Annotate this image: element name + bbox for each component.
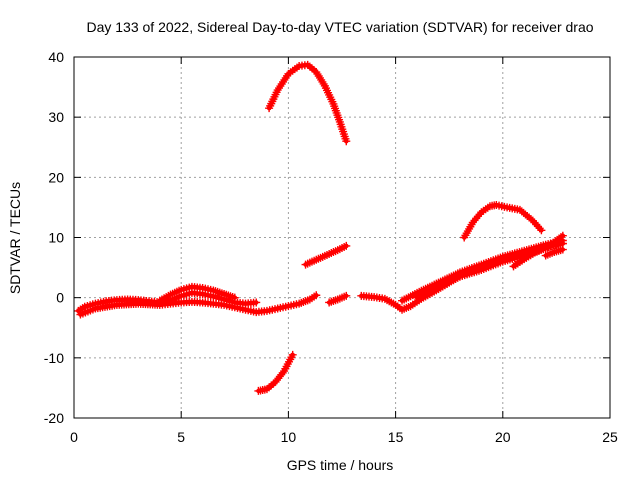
y-axis-label: SDTVAR / TECUs (7, 182, 23, 294)
data-point (342, 241, 351, 250)
chart-title: Day 133 of 2022, Sidereal Day-to-day VTE… (86, 19, 593, 35)
y-tick-label: 0 (56, 290, 64, 306)
axis-ticks: 0 5 10 15 20 25 -20 -10 0 10 20 30 40 (44, 49, 618, 445)
y-tick-label: 10 (48, 230, 64, 246)
data-point (342, 137, 351, 146)
data-point (528, 216, 537, 225)
grid-lines (74, 57, 610, 418)
x-tick-label: 15 (388, 429, 404, 445)
series-arc-rise-4 (509, 239, 567, 271)
series-arc-bump (155, 282, 239, 305)
series-arc-top (265, 60, 351, 146)
data-point (288, 350, 297, 359)
data-point (530, 218, 539, 227)
data-point (535, 224, 544, 233)
series-arc-hump (460, 201, 546, 242)
data-point (230, 293, 239, 302)
x-tick-label: 20 (495, 429, 511, 445)
data-points (74, 60, 567, 395)
x-tick-label: 5 (177, 429, 185, 445)
x-axis-label: GPS time / hours (287, 457, 394, 473)
y-tick-label: -20 (44, 410, 64, 426)
series-arc-mid (301, 241, 351, 269)
y-tick-label: 20 (48, 169, 64, 185)
data-point (537, 226, 546, 235)
y-tick-label: -10 (44, 350, 64, 366)
data-point (533, 222, 542, 231)
data-point (526, 215, 535, 224)
series-arc-rise-3 (434, 231, 567, 293)
data-point (558, 231, 567, 240)
data-point (312, 291, 321, 300)
data-point (532, 220, 541, 229)
x-tick-label: 0 (70, 429, 78, 445)
x-tick-label: 10 (281, 429, 297, 445)
series-arc-baseline-2 (76, 291, 321, 319)
data-point (278, 368, 287, 377)
y-tick-label: 30 (48, 109, 64, 125)
data-point (252, 298, 261, 307)
y-tick-label: 40 (48, 49, 64, 65)
x-tick-label: 25 (602, 429, 618, 445)
data-point (556, 233, 565, 242)
series-arc-low (254, 350, 297, 395)
data-point (342, 291, 351, 300)
data-point (558, 245, 567, 254)
series-arc-rise-5 (541, 245, 567, 260)
series-arc-short (325, 291, 351, 307)
